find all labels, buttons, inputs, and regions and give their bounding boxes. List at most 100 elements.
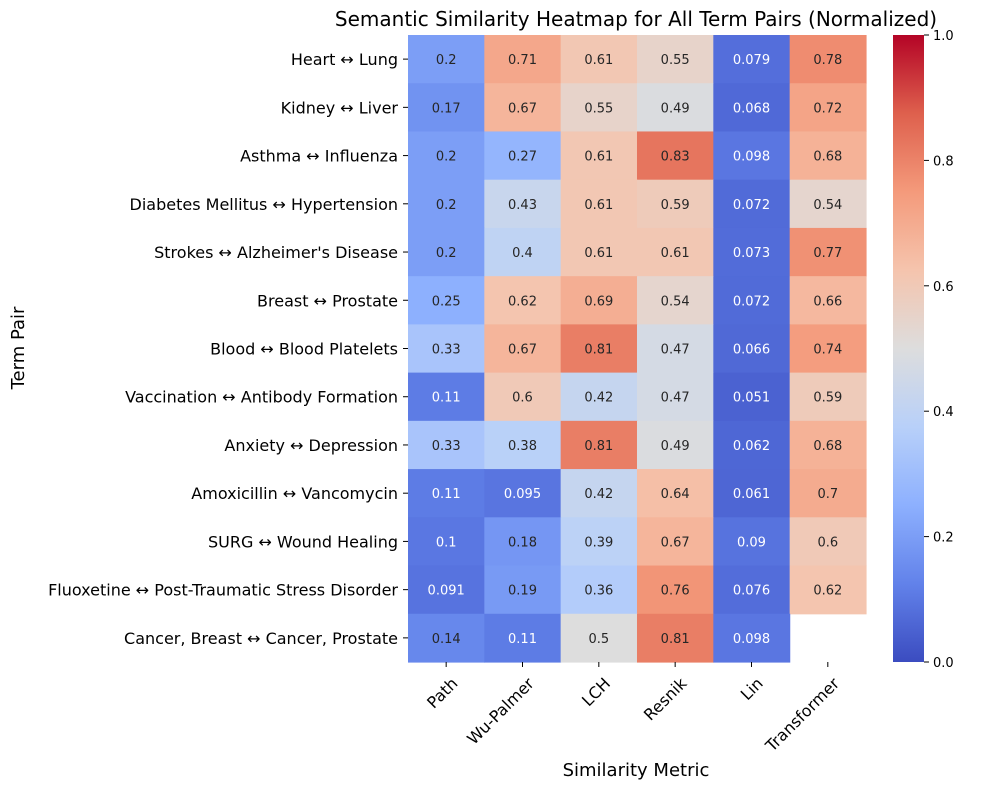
cell-value-label: 0.098 <box>733 150 770 165</box>
heatmap-cell <box>789 35 867 84</box>
column-label: Resnik <box>640 673 691 724</box>
heatmap-cell <box>484 613 562 663</box>
row-label: Anxiety ↔ Depression <box>224 436 398 455</box>
colorbar <box>893 35 924 662</box>
heatmap-cell <box>636 420 714 470</box>
column-label: Path <box>423 674 461 712</box>
cell-value-label: 0.67 <box>661 535 690 550</box>
cell-value-label: 0.7 <box>817 487 838 502</box>
cell-value-label: 0.59 <box>661 198 690 213</box>
heatmap-cell <box>408 83 485 133</box>
heatmap-cell <box>408 131 485 181</box>
cell-value-label: 0.6 <box>817 535 838 550</box>
heatmap-cell <box>636 83 714 133</box>
heatmap-cell <box>560 372 638 422</box>
cell-value-label: 0.36 <box>584 584 613 599</box>
heatmap-cell <box>408 469 485 518</box>
heatmap-cell <box>484 131 562 181</box>
heatmap-cell <box>789 565 867 615</box>
heatmap-cell <box>636 517 714 567</box>
heatmap-cell <box>408 517 485 567</box>
heatmap-cell <box>408 179 485 229</box>
cell-value-label: 0.051 <box>733 391 770 406</box>
cell-value-label: 0.33 <box>432 439 461 454</box>
cell-value-label: 0.71 <box>508 53 537 68</box>
cell-value-label: 0.77 <box>813 246 842 261</box>
cell-value-label: 0.2 <box>436 246 457 261</box>
cell-value-label: 0.59 <box>813 391 842 406</box>
heatmap-cell <box>484 565 562 615</box>
cell-value-label: 0.64 <box>661 487 690 502</box>
cell-value-label: 0.83 <box>661 150 690 165</box>
cell-value-label: 0.066 <box>733 342 770 357</box>
cell-value-label: 0.14 <box>432 632 461 647</box>
colorbar-tick-label: 0.2 <box>933 531 954 546</box>
cell-value-label: 0.6 <box>512 391 533 406</box>
colorbar-tick-label: 0.8 <box>933 154 954 169</box>
heatmap-cell <box>713 420 791 470</box>
cell-value-label: 0.076 <box>733 584 770 599</box>
cell-value-label: 0.69 <box>584 294 613 309</box>
cell-value-label: 0.5 <box>588 632 609 647</box>
heatmap-cell <box>636 179 714 229</box>
heatmap-cell <box>560 179 638 229</box>
cell-value-label: 0.67 <box>508 101 537 116</box>
cell-value-label: 0.1 <box>436 535 457 550</box>
heatmap-cell <box>636 227 714 277</box>
heatmap-cell <box>484 420 562 470</box>
heatmap-cell <box>713 324 791 374</box>
cell-value-label: 0.33 <box>432 342 461 357</box>
cell-value-label: 0.39 <box>584 535 613 550</box>
cell-value-label: 0.098 <box>733 632 770 647</box>
cell-value-label: 0.81 <box>584 342 613 357</box>
cell-value-label: 0.62 <box>813 584 842 599</box>
cell-value-label: 0.25 <box>432 294 461 309</box>
heatmap-cells: 0.2 0.71 0.61 0.55 0.079 0.78 0.17 0.67 0.55 0.49… <box>408 35 867 663</box>
colorbar-tick-label: 0.6 <box>933 280 954 295</box>
cell-value-label: 0.11 <box>432 487 461 502</box>
heatmap-cell <box>560 324 638 374</box>
cell-value-label: 0.47 <box>661 391 690 406</box>
cell-value-label: 0.27 <box>508 150 537 165</box>
heatmap-cell <box>408 227 485 277</box>
cell-value-label: 0.68 <box>813 150 842 165</box>
cell-value-label: 0.42 <box>584 391 613 406</box>
row-label: Cancer, Breast ↔ Cancer, Prostate <box>124 629 398 648</box>
row-label: Amoxicillin ↔ Vancomycin <box>191 484 398 503</box>
heatmap-cell <box>408 613 485 663</box>
heatmap-cell <box>713 179 791 229</box>
cell-value-label: 0.61 <box>584 150 613 165</box>
cell-value-label: 0.091 <box>428 584 465 599</box>
row-label: Kidney ↔ Liver <box>281 98 399 117</box>
row-label: Vaccination ↔ Antibody Formation <box>125 388 398 407</box>
cell-value-label: 0.09 <box>737 535 766 550</box>
heatmap-cell <box>560 131 638 181</box>
cell-value-label: 0.54 <box>813 198 842 213</box>
heatmap-cell <box>713 83 791 133</box>
heatmap-cell <box>789 469 867 518</box>
cell-value-label: 0.47 <box>661 342 690 357</box>
heatmap-cell <box>560 517 638 567</box>
colorbar-tick-label: 0.4 <box>933 405 954 420</box>
cell-value-label: 0.66 <box>813 294 842 309</box>
row-label: Breast ↔ Prostate <box>257 291 398 310</box>
cell-value-label: 0.81 <box>584 439 613 454</box>
heatmap-cell <box>789 131 867 181</box>
heatmap-cell <box>713 565 791 615</box>
row-label: Blood ↔ Blood Platelets <box>210 339 398 358</box>
heatmap-cell <box>408 372 485 422</box>
colorbar-tick-label: 1.0 <box>933 29 954 44</box>
cell-value-label: 0.61 <box>584 53 613 68</box>
cell-value-label: 0.2 <box>436 53 457 68</box>
heatmap-cell <box>789 227 867 277</box>
heatmap-cell <box>408 276 485 325</box>
heatmap-cell <box>408 420 485 470</box>
heatmap-cell <box>484 35 562 84</box>
heatmap-cell <box>408 324 485 374</box>
column-label: Wu-Palmer <box>463 674 538 749</box>
cell-value-label: 0.49 <box>661 439 690 454</box>
cell-value-label: 0.62 <box>508 294 537 309</box>
heatmap-cell <box>484 179 562 229</box>
colorbar-ticks: 0.0 0.2 0.4 0.6 0.8 1.0 <box>924 29 954 671</box>
